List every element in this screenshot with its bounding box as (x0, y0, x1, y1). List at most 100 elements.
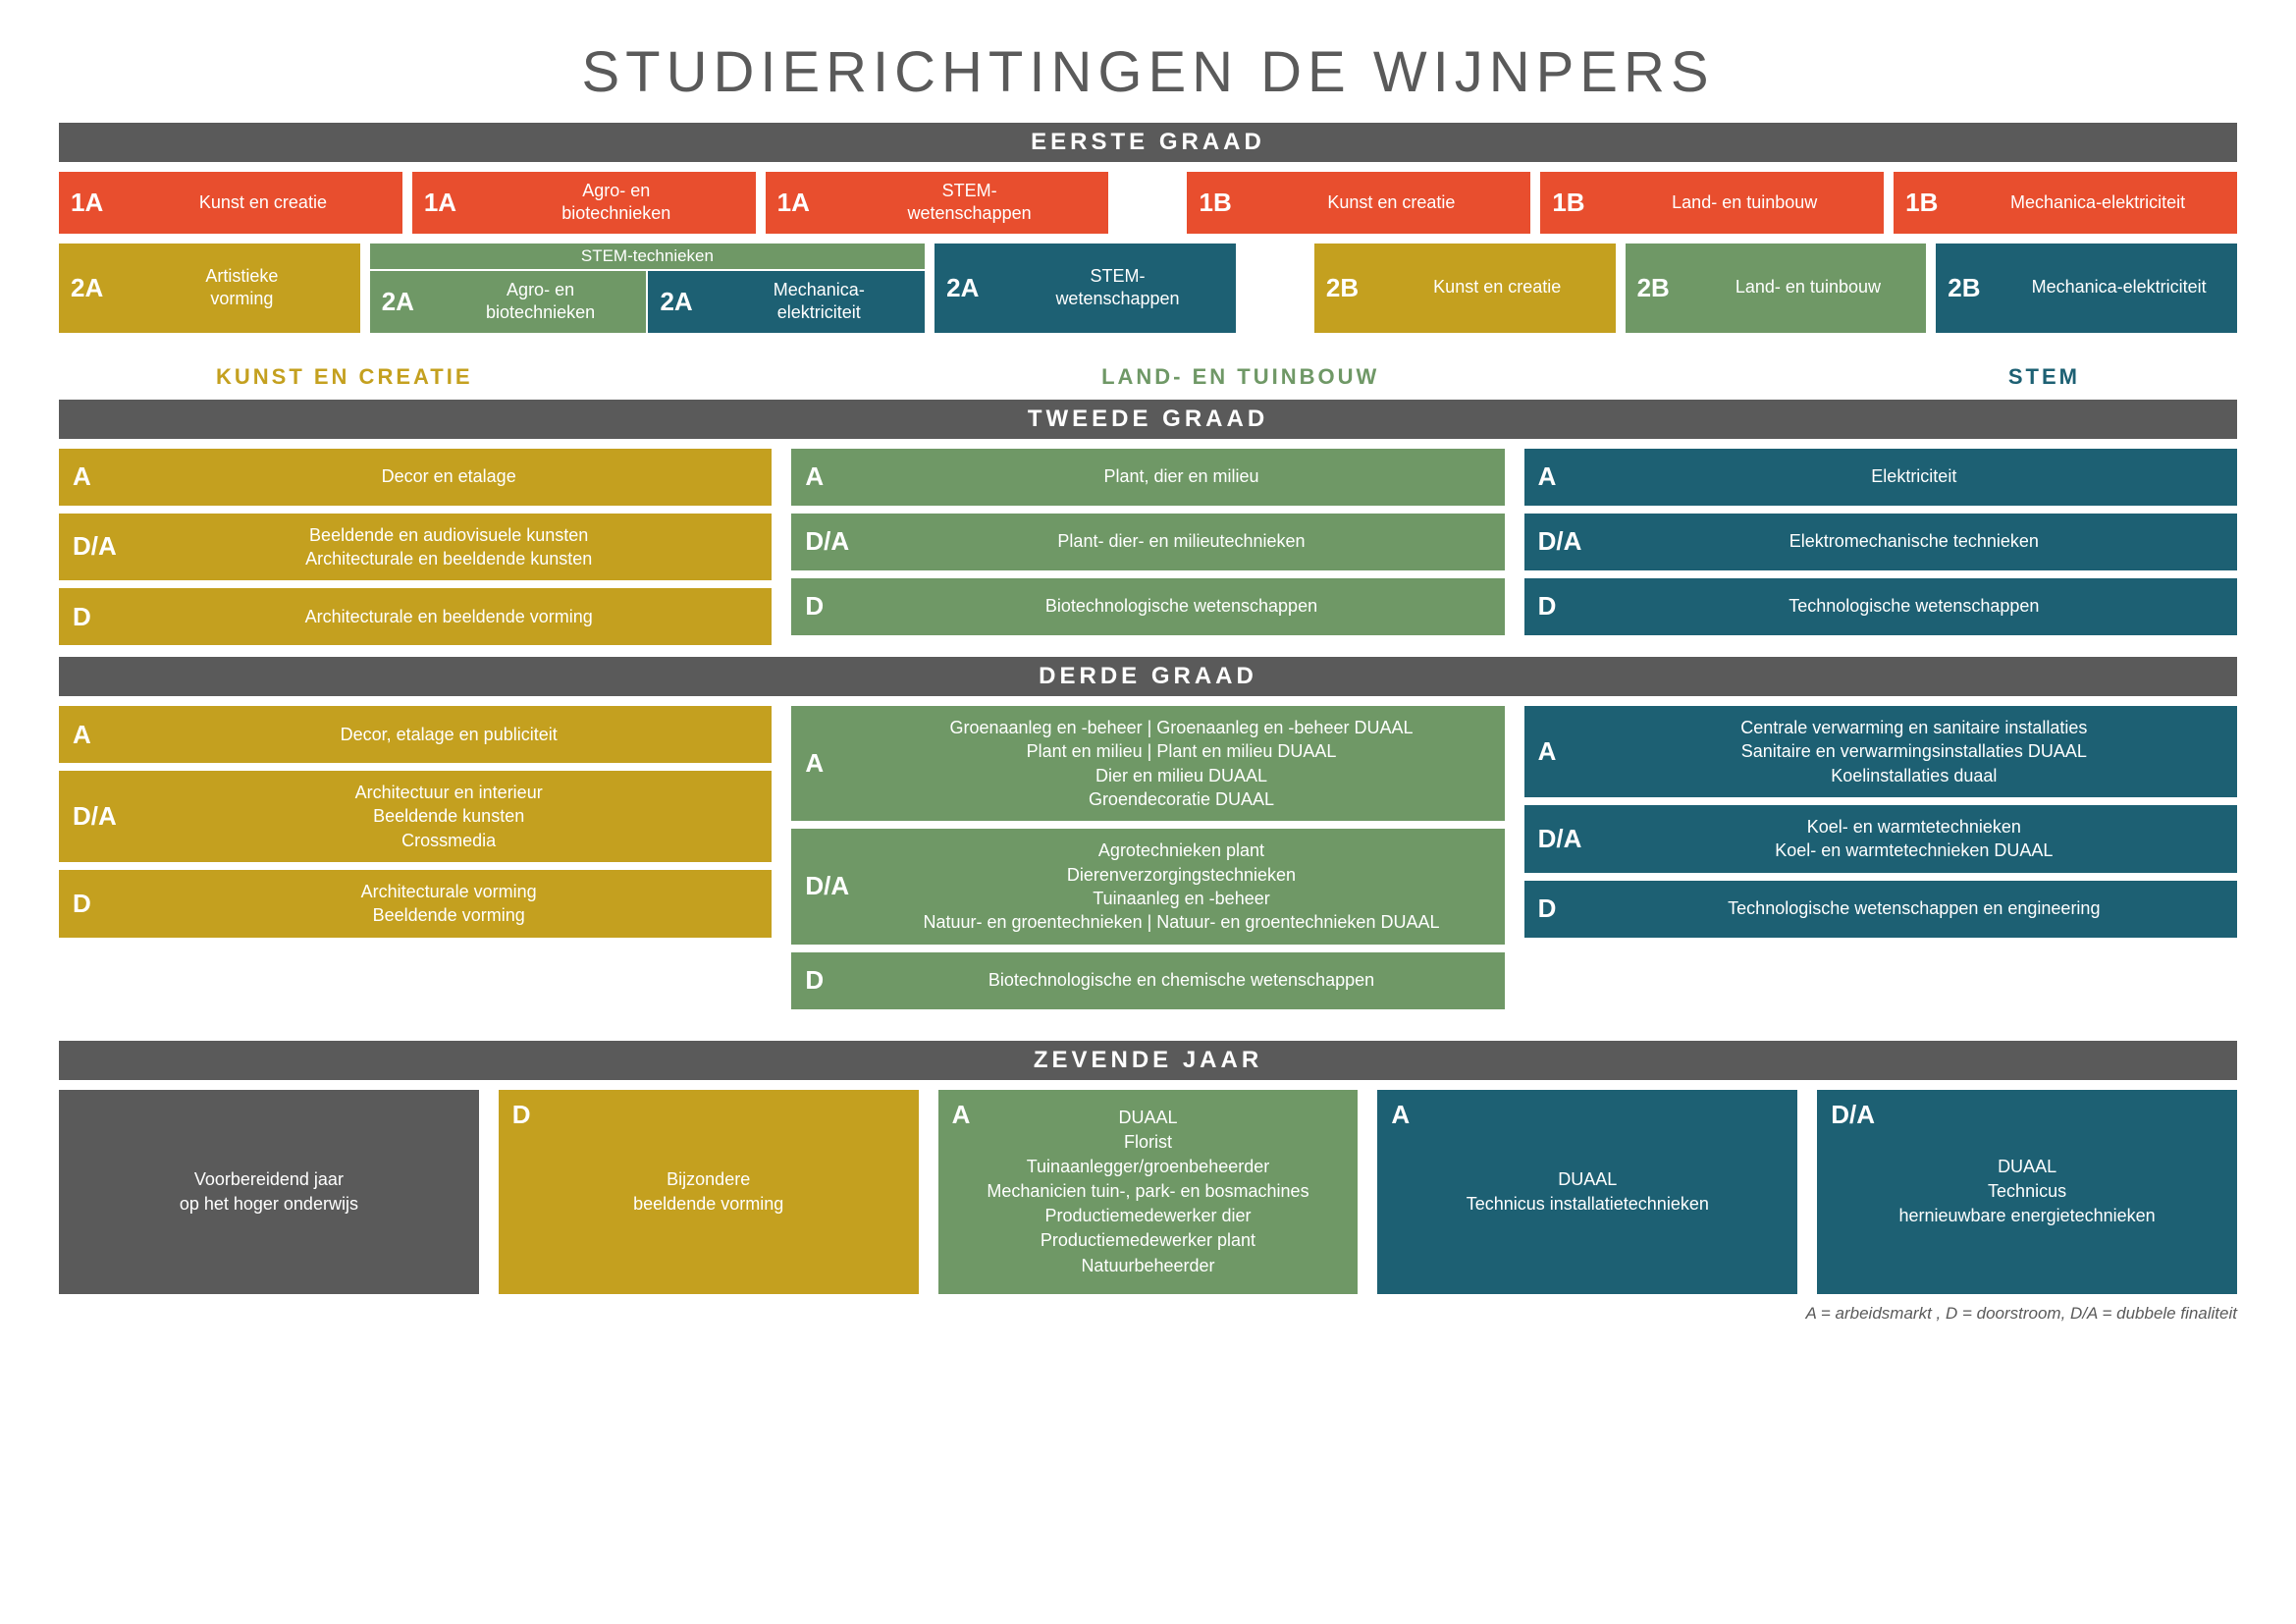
lines: DUAALFloristTuinaanlegger/groenbeheerder… (987, 1106, 1308, 1278)
cell-2a-mech: 2A Mechanica-elektriciteit (648, 271, 925, 333)
lines: Plant- dier- en milieutechnieken (872, 529, 1490, 553)
label: Agro- enbiotechnieken (489, 180, 744, 226)
lines: DUAALTechnicus installatietechnieken (1467, 1167, 1709, 1217)
tag: D (805, 965, 872, 996)
study-block: DTechnologische wetenschappen (1524, 578, 2237, 635)
study-block: DTechnologische wetenschappen en enginee… (1524, 881, 2237, 938)
lines: Plant, dier en milieu (872, 464, 1490, 488)
label: STEM-wetenschappen (842, 180, 1097, 226)
label: Kunst en creatie (1391, 276, 1604, 298)
tag: D (1538, 893, 1605, 924)
domain-headers: KUNST EN CREATIE LAND- EN TUINBOUW STEM (59, 343, 2237, 400)
header-eerste-graad: EERSTE GRAAD (59, 123, 2237, 162)
tweede-grid: ADecor en etalageD/ABeeldende en audiovi… (59, 449, 2237, 646)
lines: Elektromechanische technieken (1605, 529, 2223, 553)
label: Artistiekevorming (135, 265, 348, 311)
tag: D (1538, 591, 1605, 622)
seventh-block: Voorbereidend jaarop het hoger onderwijs (59, 1090, 479, 1294)
cell-2a-agro: 2A Agro- enbiotechnieken (370, 271, 647, 333)
tag: 2B (1326, 273, 1377, 303)
study-block: D/AElektromechanische technieken (1524, 514, 2237, 570)
study-block: D/AAgrotechnieken plantDierenverzorgings… (791, 829, 1504, 944)
cell-1b-mech: 1B Mechanica-elektriciteit (1894, 172, 2237, 234)
main-title: STUDIERICHTINGEN DE WIJNPERS (59, 39, 2237, 105)
lines: Biotechnologische wetenschappen (872, 594, 1490, 618)
cell-1b-land: 1B Land- en tuinbouw (1540, 172, 1884, 234)
tag: 1B (1905, 188, 1956, 218)
tag: 1B (1552, 188, 1603, 218)
label: Kunst en creatie (1263, 191, 1519, 214)
tag: 2A (660, 287, 711, 317)
lines: Architecturale en beeldende vorming (139, 605, 758, 628)
label: Kunst en creatie (135, 191, 391, 214)
lines: Elektriciteit (1605, 464, 2223, 488)
cell-1a-stem: 1A STEM-wetenschappen (766, 172, 1109, 234)
study-block: D/AKoel- en warmtetechniekenKoel- en war… (1524, 805, 2237, 873)
study-block: AGroenaanleg en -beheer | Groenaanleg en… (791, 706, 1504, 821)
lines: Decor, etalage en publiciteit (139, 723, 758, 746)
header-tweede-graad: TWEEDE GRAAD (59, 400, 2237, 439)
tag: 2B (1637, 273, 1688, 303)
tag: D/A (73, 801, 139, 832)
cell-1b-kunst: 1B Kunst en creatie (1187, 172, 1530, 234)
study-block: D/APlant- dier- en milieutechnieken (791, 514, 1504, 570)
domain-kunst: KUNST EN CREATIE (216, 364, 473, 390)
tag: 1A (71, 188, 122, 218)
tag: A (1538, 461, 1605, 492)
derde-grid: ADecor, etalage en publiciteitD/AArchite… (59, 706, 2237, 1008)
tag: D/A (805, 526, 872, 557)
tag: D/A (73, 531, 139, 562)
lines: Architecturale vormingBeeldende vorming (139, 880, 758, 928)
domain-stem: STEM (2008, 364, 2080, 390)
lines: Technologische wetenschappen en engineer… (1605, 896, 2223, 920)
cell-1a-kunst: 1A Kunst en creatie (59, 172, 402, 234)
cell-2b-mech: 2B Mechanica-elektriciteit (1936, 244, 2237, 333)
cell-2b-kunst: 2B Kunst en creatie (1314, 244, 1616, 333)
tag: 2A (71, 273, 122, 303)
label: Mechanica-elektriciteit (1970, 191, 2225, 214)
study-block: DBiotechnologische wetenschappen (791, 578, 1504, 635)
study-block: DBiotechnologische en chemische wetensch… (791, 952, 1504, 1009)
cell-2b-land: 2B Land- en tuinbouw (1626, 244, 1927, 333)
col-kunst-3: ADecor, etalage en publiciteitD/AArchite… (59, 706, 772, 1008)
tag: A (1391, 1100, 1410, 1130)
header-derde-graad: DERDE GRAAD (59, 657, 2237, 696)
lines: Decor en etalage (139, 464, 758, 488)
study-block: D/AArchitectuur en interieurBeeldende ku… (59, 771, 772, 862)
col-stem-2: AElektriciteit D/AElektromechanische tech… (1524, 449, 2237, 646)
tag: A (805, 748, 872, 779)
lines: Architectuur en interieurBeeldende kunst… (139, 781, 758, 852)
lines: Bijzonderebeeldende vorming (633, 1167, 783, 1217)
spacer (1118, 172, 1177, 234)
col-stem-3: ACentrale verwarming en sanitaire instal… (1524, 706, 2237, 1008)
seventh-block: DBijzonderebeeldende vorming (499, 1090, 919, 1294)
eerste-row-1: 1A Kunst en creatie 1A Agro- enbiotechni… (59, 172, 2237, 234)
study-block: DArchitecturale en beeldende vorming (59, 588, 772, 645)
tag: A (952, 1100, 971, 1130)
tag: 2A (382, 287, 433, 317)
label: Mechanica-elektriciteit (724, 279, 913, 325)
seventh-block: A DUAALFloristTuinaanlegger/groenbeheerde… (938, 1090, 1359, 1294)
tag: 1A (424, 188, 475, 218)
spacer (1246, 244, 1305, 333)
tag: 1A (777, 188, 828, 218)
lines: Beeldende en audiovisuele kunstenArchite… (139, 523, 758, 571)
label: STEM-wetenschappen (1011, 265, 1224, 311)
lines: Technologische wetenschappen (1605, 594, 2223, 618)
lines: Groenaanleg en -beheer | Groenaanleg en … (872, 716, 1490, 811)
label: Mechanica-elektriciteit (2012, 276, 2225, 298)
cell-1a-agro: 1A Agro- enbiotechnieken (412, 172, 756, 234)
lines: DUAALTechnicushernieuwbare energietechni… (1898, 1155, 2155, 1229)
study-block: D/ABeeldende en audiovisuele kunstenArch… (59, 514, 772, 581)
stem-technieken-group: STEM-technieken 2A Agro- enbiotechnieken… (370, 244, 925, 333)
study-block: ACentrale verwarming en sanitaire instal… (1524, 706, 2237, 797)
tag: A (805, 461, 872, 492)
header-zevende-jaar: ZEVENDE JAAR (59, 1041, 2237, 1080)
domain-land: LAND- EN TUINBOUW (1101, 364, 1379, 390)
tag: 2A (946, 273, 997, 303)
col-land-3: AGroenaanleg en -beheer | Groenaanleg en… (791, 706, 1504, 1008)
col-kunst-2: ADecor en etalageD/ABeeldende en audiovi… (59, 449, 772, 646)
tag: 2B (1948, 273, 1999, 303)
tag: 1B (1199, 188, 1250, 218)
col-land-2: APlant, dier en milieu D/APlant- dier- en… (791, 449, 1504, 646)
